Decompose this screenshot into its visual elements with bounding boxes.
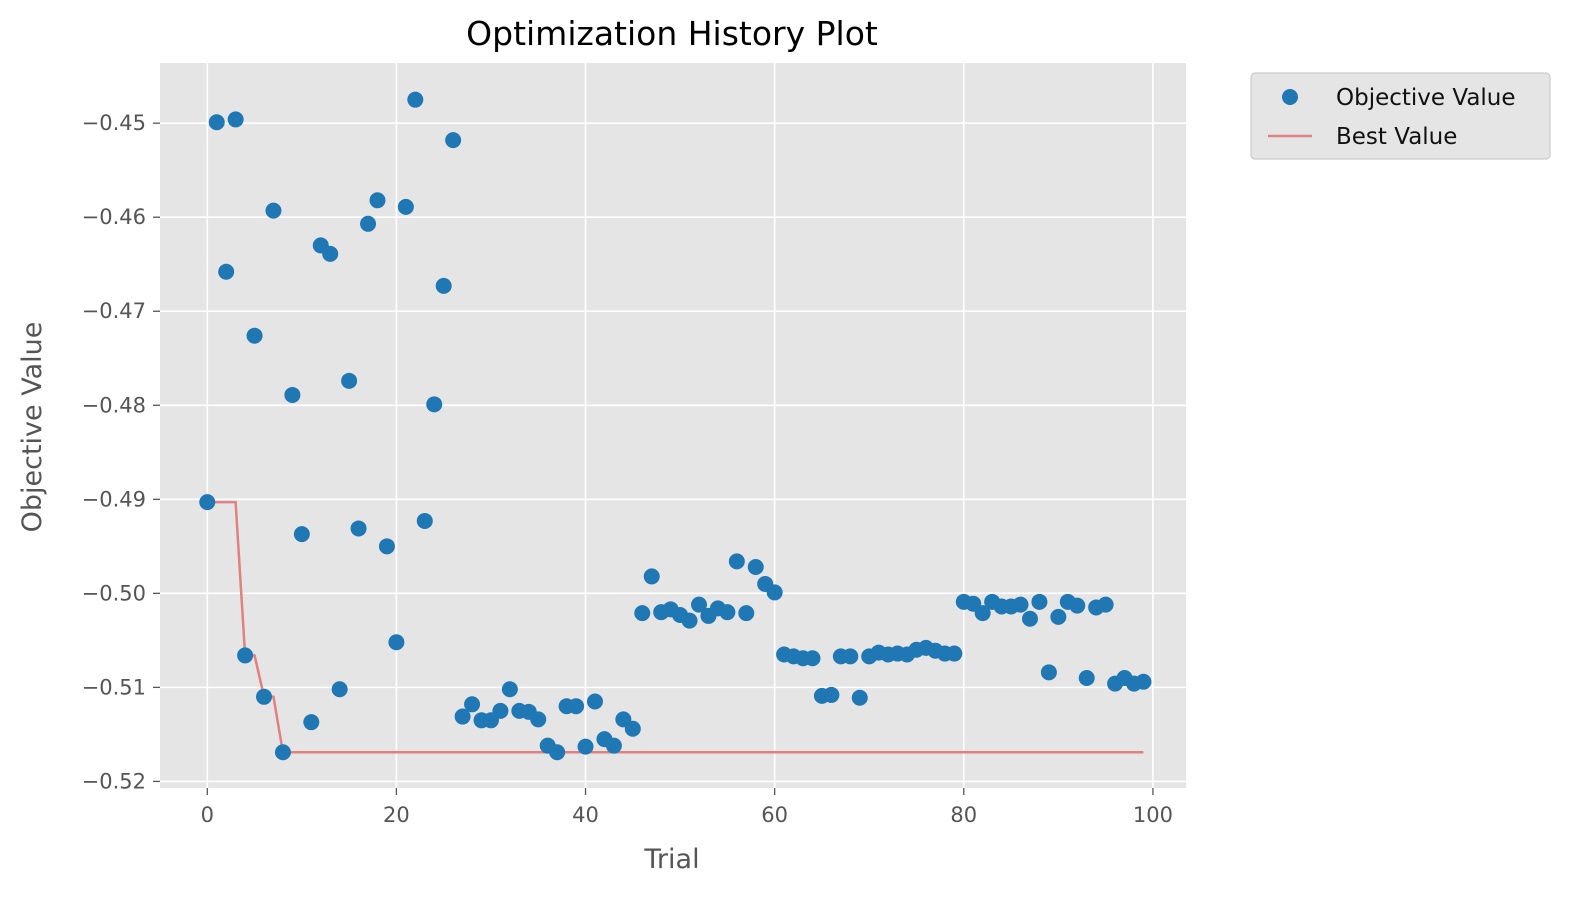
- data-point: [360, 215, 377, 232]
- data-point: [766, 584, 783, 601]
- data-point: [407, 91, 424, 108]
- data-point: [303, 714, 320, 731]
- legend-label-objective-value: Objective Value: [1336, 85, 1516, 111]
- data-point: [331, 681, 348, 698]
- legend: Objective Value Best Value: [1250, 72, 1551, 160]
- data-point: [208, 114, 225, 131]
- data-point: [747, 559, 764, 576]
- data-point: [274, 744, 291, 761]
- data-point: [568, 698, 585, 715]
- data-point: [284, 386, 301, 403]
- y-tick-label: −0.50: [82, 581, 146, 605]
- data-point: [501, 681, 518, 698]
- data-point: [246, 327, 263, 344]
- data-point: [454, 708, 471, 725]
- data-point: [1078, 669, 1095, 686]
- data-point: [624, 720, 641, 737]
- y-axis-ticks: −0.45 −0.46 −0.47 −0.48 −0.49 −0.50 −0.51 −0.52: [82, 111, 160, 793]
- data-point: [1050, 608, 1067, 625]
- data-point: [416, 512, 433, 529]
- data-point: [227, 111, 244, 128]
- data-point: [293, 526, 310, 543]
- data-point: [369, 192, 386, 209]
- data-point: [1040, 664, 1057, 681]
- data-point: [851, 689, 868, 706]
- grid-lines: [160, 63, 1186, 788]
- data-point: [1097, 596, 1114, 613]
- data-point: [435, 277, 452, 294]
- data-point: [426, 396, 443, 413]
- data-point: [738, 605, 755, 622]
- data-point: [237, 647, 254, 664]
- x-tick-label: 60: [761, 803, 788, 827]
- legend-label-best-value: Best Value: [1336, 124, 1457, 150]
- objective-value-series: [199, 91, 1152, 761]
- data-point: [341, 372, 358, 389]
- data-point: [199, 494, 216, 511]
- data-point: [445, 132, 462, 149]
- data-point: [397, 198, 414, 215]
- data-point: [974, 605, 991, 622]
- y-tick-label: −0.51: [82, 675, 146, 699]
- data-point: [1135, 673, 1152, 690]
- data-point: [586, 693, 603, 710]
- data-point: [842, 648, 859, 665]
- y-tick-label: −0.45: [82, 111, 146, 135]
- chart-title: Optimization History Plot: [466, 14, 878, 53]
- x-tick-label: 40: [572, 803, 599, 827]
- data-point: [728, 553, 745, 570]
- data-point: [388, 634, 405, 651]
- data-point: [350, 520, 367, 537]
- data-point: [1021, 610, 1038, 627]
- x-tick-label: 80: [950, 803, 977, 827]
- y-axis-title: Objective Value: [17, 322, 48, 533]
- data-point: [643, 568, 660, 585]
- plot-background: [160, 63, 1186, 788]
- data-point: [322, 245, 339, 262]
- best-value-series: [207, 500, 1144, 754]
- data-point: [1031, 593, 1048, 610]
- data-point: [681, 612, 698, 629]
- data-point: [549, 744, 566, 761]
- data-point: [634, 605, 651, 622]
- legend-marker-objective-value: [1282, 89, 1298, 105]
- data-point: [605, 737, 622, 754]
- data-point: [691, 596, 708, 613]
- data-point: [464, 696, 481, 713]
- x-axis-ticks: 0 20 40 60 80 100: [201, 788, 1173, 827]
- x-tick-label: 20: [383, 803, 410, 827]
- data-point: [218, 263, 235, 280]
- data-point: [492, 702, 509, 719]
- data-point: [530, 711, 547, 728]
- y-tick-label: −0.46: [82, 205, 146, 229]
- y-tick-label: −0.49: [82, 487, 146, 511]
- best-value-line: [207, 500, 1144, 754]
- y-tick-label: −0.52: [82, 769, 146, 793]
- data-point: [265, 202, 282, 219]
- data-point: [719, 604, 736, 621]
- y-tick-label: −0.48: [82, 393, 146, 417]
- legend-box: [1250, 72, 1551, 160]
- data-point: [1012, 596, 1029, 613]
- data-point: [804, 650, 821, 667]
- x-tick-label: 0: [201, 803, 214, 827]
- x-tick-label: 100: [1133, 803, 1173, 827]
- data-point: [1069, 597, 1086, 614]
- data-point: [946, 645, 963, 662]
- data-point: [823, 686, 840, 703]
- x-axis-title: Trial: [643, 844, 699, 875]
- y-tick-label: −0.47: [82, 299, 146, 323]
- data-point: [577, 738, 594, 755]
- data-point: [378, 538, 395, 555]
- data-point: [256, 688, 273, 705]
